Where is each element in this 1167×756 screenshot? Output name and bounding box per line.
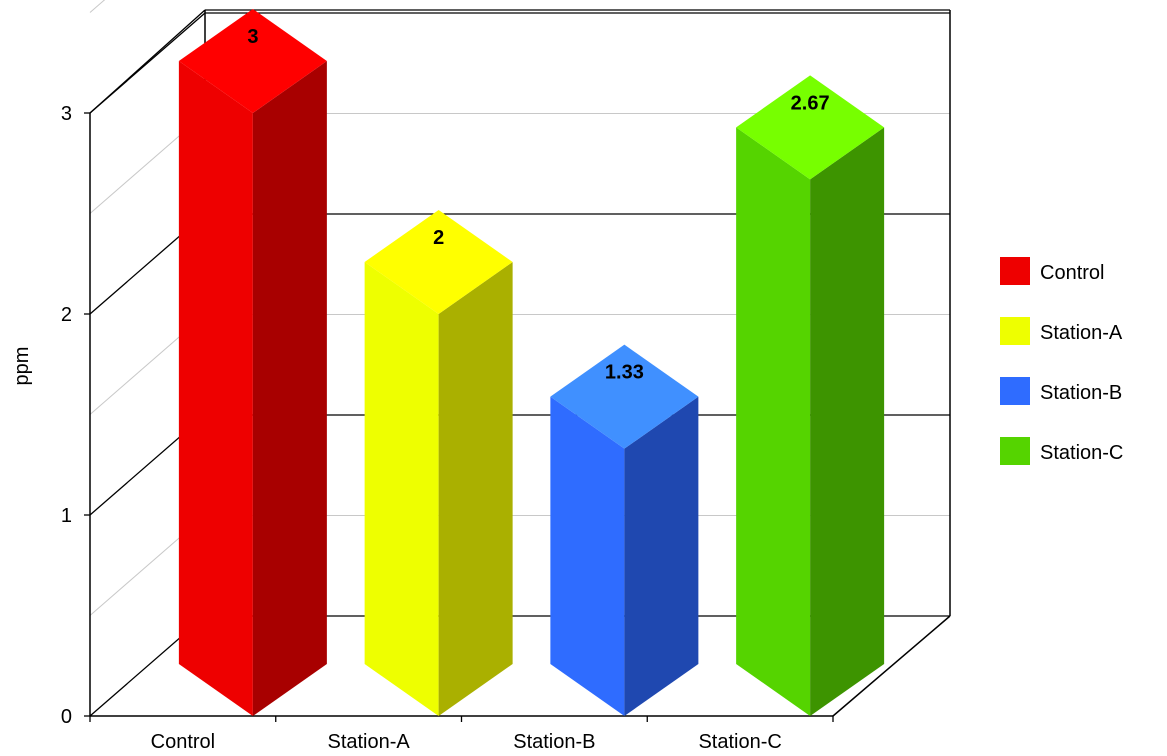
x-tick-label: Station-C	[698, 731, 781, 753]
legend-swatch	[1000, 377, 1030, 405]
y-tick-label: 2	[61, 304, 72, 326]
legend-swatch	[1000, 317, 1030, 345]
bar-front-face-station-b	[550, 396, 625, 716]
side-gridline-minor	[89, 0, 106, 13]
bar-value-label: 2.67	[791, 92, 830, 114]
x-tick-label: Station-B	[513, 731, 595, 753]
floor-right-edge	[832, 615, 951, 717]
x-tick-label: Control	[151, 731, 215, 753]
bar-top-face-station-b	[550, 344, 699, 449]
legend-label: Station-B	[1040, 382, 1122, 404]
bar-side-face-station-c	[810, 127, 885, 716]
y-tick-label: 0	[61, 706, 72, 728]
bar-value-label: 3	[247, 26, 258, 48]
legend-swatch	[1000, 437, 1030, 465]
bar-front-face-station-c	[736, 127, 811, 716]
legend-label: Station-C	[1040, 442, 1123, 464]
x-tick-label: Station-A	[327, 731, 410, 753]
bar-side-face-station-a	[438, 262, 513, 716]
y-tick-label: 3	[61, 103, 72, 125]
legend-label: Control	[1040, 262, 1104, 284]
y-axis-title: ppm	[11, 347, 33, 386]
legend-label: Station-A	[1040, 322, 1123, 344]
bar-value-label: 2	[433, 227, 444, 249]
bar-value-label: 1.33	[605, 362, 644, 384]
bar-top-face-control	[178, 9, 327, 113]
side-wall-top-edge	[89, 9, 206, 114]
bar-front-face-station-a	[364, 262, 439, 716]
legend-swatch	[1000, 257, 1030, 285]
bar-side-face-control	[252, 61, 327, 716]
bar-top-face-station-a	[364, 210, 513, 314]
y-tick-label: 1	[61, 505, 72, 527]
bar-front-face-control	[178, 61, 253, 716]
bar-top-face-station-c	[736, 75, 885, 180]
bar-side-face-station-b	[624, 396, 699, 716]
